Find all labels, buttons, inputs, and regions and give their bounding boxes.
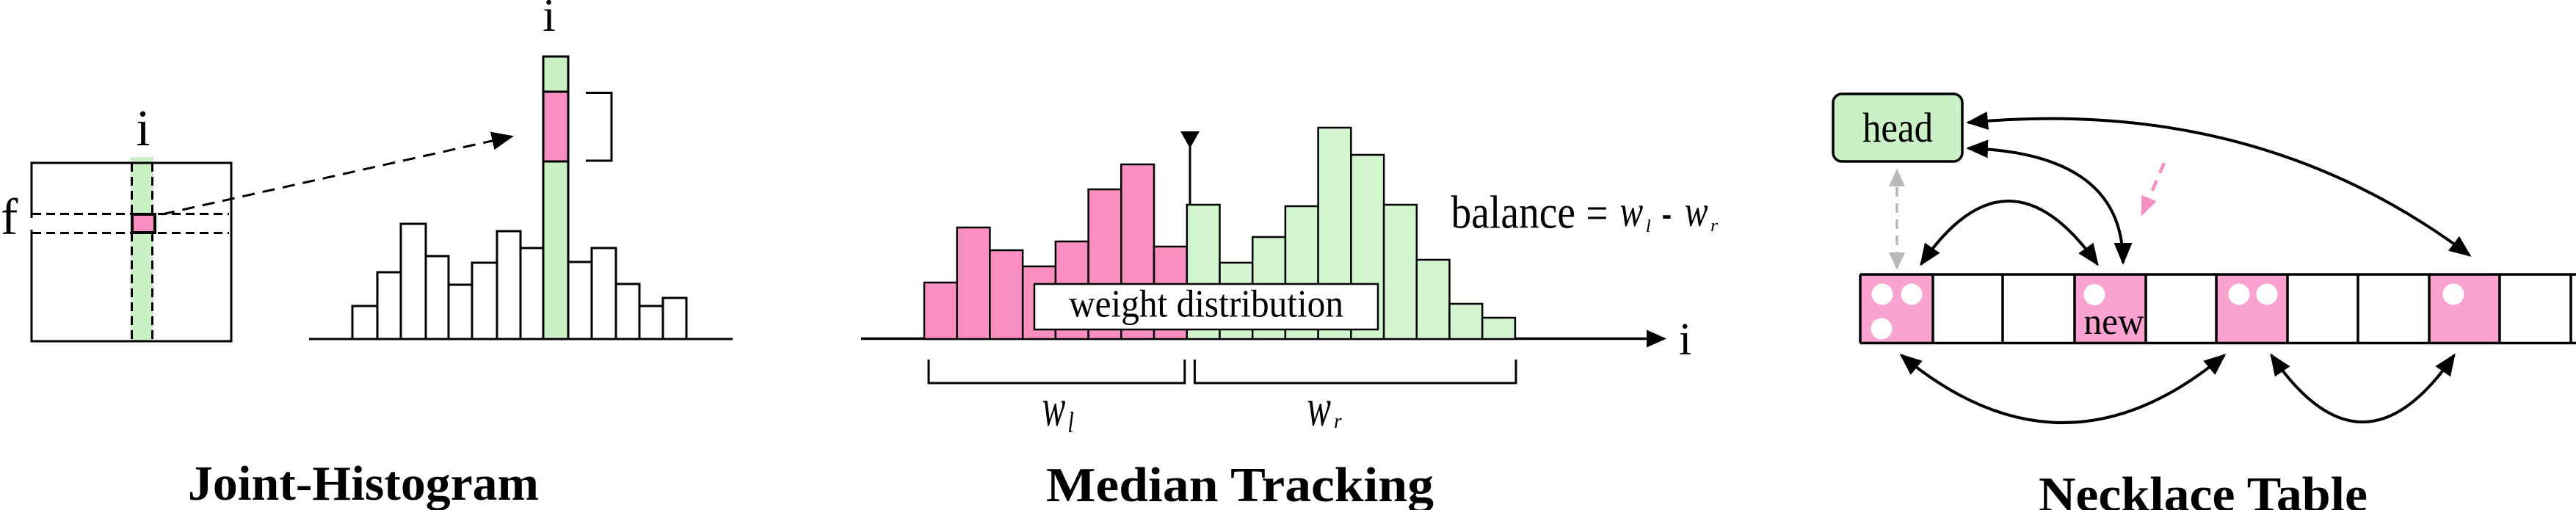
svg-text:Necklace Table: Necklace Table bbox=[2039, 467, 2368, 510]
svg-text:=: = bbox=[1586, 187, 1608, 239]
svg-text:w: w bbox=[1307, 378, 1331, 437]
svg-text:w: w bbox=[1685, 187, 1708, 236]
svg-text:i: i bbox=[1679, 315, 1691, 365]
svg-text:r: r bbox=[1334, 410, 1342, 433]
svg-text:r: r bbox=[1710, 216, 1719, 236]
svg-text:head: head bbox=[1862, 105, 1933, 151]
svg-text:w: w bbox=[1620, 187, 1644, 236]
svg-text:w: w bbox=[1042, 378, 1066, 437]
svg-text:i: i bbox=[543, 0, 556, 41]
svg-text:l: l bbox=[1067, 406, 1073, 439]
svg-text:i: i bbox=[136, 101, 150, 157]
svg-text:balance: balance bbox=[1451, 186, 1576, 238]
svg-text:weight distribution: weight distribution bbox=[1069, 283, 1343, 326]
svg-text:l: l bbox=[1646, 217, 1651, 236]
svg-text:Median Tracking: Median Tracking bbox=[1046, 458, 1434, 510]
svg-text:new: new bbox=[2084, 302, 2144, 343]
svg-text:Joint-Histogram: Joint-Histogram bbox=[188, 456, 539, 510]
svg-text:-: - bbox=[1662, 186, 1672, 238]
svg-text:f: f bbox=[1, 189, 18, 246]
